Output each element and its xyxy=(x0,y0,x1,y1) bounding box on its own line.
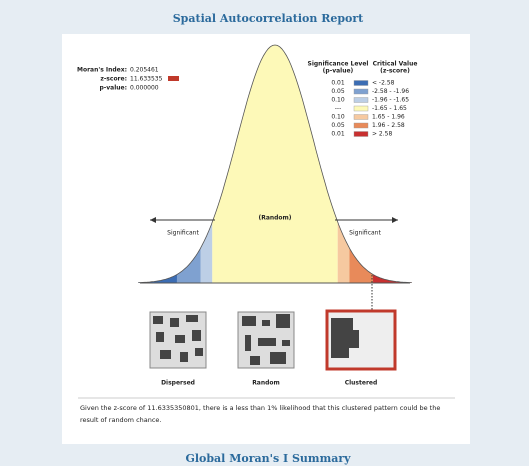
legend-p: 0.01 xyxy=(331,131,345,138)
legend-p: --- xyxy=(335,105,342,112)
summary-box: Given the z-score of 11.6335350801, ther… xyxy=(80,402,450,432)
curve-label: Significant xyxy=(349,230,381,237)
legend-z: -1.65 - 1.65 xyxy=(372,105,407,112)
title: Spatial Autocorrelation Report xyxy=(173,12,364,25)
legend-swatch xyxy=(354,132,368,137)
pattern-clustered xyxy=(327,311,395,369)
curve-label: (Random) xyxy=(258,215,291,222)
legend-p: 0.10 xyxy=(331,97,345,104)
legend-swatch xyxy=(354,89,368,94)
stat-label: z-score: xyxy=(100,76,127,83)
stat-value: 0.000000 xyxy=(130,85,159,92)
legend-swatch xyxy=(354,98,368,103)
summary: Given the z-score of 11.6335350801, ther… xyxy=(80,402,450,426)
page: Spatial Autocorrelation Report Moran's I… xyxy=(0,0,529,466)
legend-header: Critical Value xyxy=(373,61,418,68)
legend-p: 0.10 xyxy=(331,114,345,121)
legend-header: Significance Level xyxy=(308,61,369,68)
legend-z: 1.65 - 1.96 xyxy=(372,114,405,121)
section-title: Global Moran's I Summary xyxy=(185,452,351,465)
pattern-label: Random xyxy=(252,380,280,387)
curve-label: Significant xyxy=(167,230,199,237)
stat-label: Moran's Index: xyxy=(77,67,127,74)
legend-p: 0.01 xyxy=(331,80,345,87)
pattern-label: Dispersed xyxy=(161,380,195,387)
legend-p: 0.05 xyxy=(331,88,345,95)
legend-swatch xyxy=(354,115,368,120)
pattern-label: Clustered xyxy=(345,380,378,387)
stat-value: 0.205461 xyxy=(130,67,159,74)
pattern-dispersed xyxy=(150,312,206,368)
legend-p: 0.05 xyxy=(331,122,345,129)
pattern-random xyxy=(238,312,294,368)
legend-z: > 2.58 xyxy=(372,131,392,138)
legend-z: < -2.58 xyxy=(372,80,395,87)
stat-label: p-value: xyxy=(99,85,127,92)
legend-swatch xyxy=(354,123,368,128)
z-marker xyxy=(168,76,179,81)
legend-z: 1.96 - 2.58 xyxy=(372,122,405,129)
legend-header: (z-score) xyxy=(380,68,410,75)
report: Spatial Autocorrelation Report Moran's I… xyxy=(0,0,529,466)
legend-swatch xyxy=(354,81,368,86)
legend-z: -1.96 - -1.65 xyxy=(372,97,409,104)
stat-value: 11.633535 xyxy=(130,76,163,83)
legend-swatch xyxy=(354,106,368,111)
legend-header: (p-value) xyxy=(323,68,354,75)
legend-z: -2.58 - -1.96 xyxy=(372,88,409,95)
